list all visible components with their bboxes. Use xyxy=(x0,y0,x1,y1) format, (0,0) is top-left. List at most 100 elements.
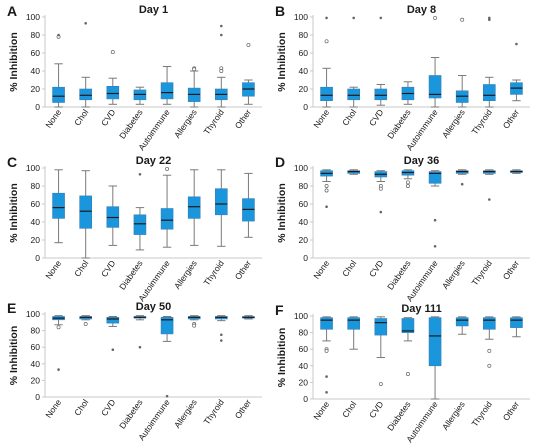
outlier-point xyxy=(83,322,88,326)
box-thyroid xyxy=(483,16,496,108)
iqr-box xyxy=(510,317,523,328)
extreme-point xyxy=(325,16,328,20)
extreme-point xyxy=(325,391,328,394)
outlier-point xyxy=(405,372,410,377)
y-tick-label: 20 xyxy=(299,377,309,387)
box-none xyxy=(320,316,333,394)
x-tick-label: Thyroid xyxy=(470,107,495,136)
x-tick-label: Chol xyxy=(340,258,358,278)
extreme-point xyxy=(379,210,383,214)
panel-title: Day 111 xyxy=(401,303,441,315)
extreme-point xyxy=(138,345,142,349)
box-other xyxy=(242,172,255,238)
y-tick-label: 20 xyxy=(31,235,41,245)
x-tick-label: None xyxy=(43,397,63,420)
outlier-point xyxy=(324,39,329,44)
x-tick-label: None xyxy=(311,258,331,281)
y-tick-label: 40 xyxy=(31,66,41,76)
box-thyroid xyxy=(483,169,496,201)
box-cvd xyxy=(106,185,120,246)
panel-b: B Day 8 % Inhibition 0 20 40 60 80 100 None Chol CV… xyxy=(275,3,530,152)
box-allergies xyxy=(187,169,201,246)
y-tick-label: 20 xyxy=(299,235,309,245)
box-allergies xyxy=(455,169,469,186)
y-tick-label: 100 xyxy=(26,309,40,319)
iqr-box xyxy=(52,192,65,219)
y-tick-label: 0 xyxy=(35,102,40,112)
extreme-point xyxy=(433,218,437,222)
extreme-point xyxy=(325,205,328,208)
box-none xyxy=(320,16,333,108)
outlier-point xyxy=(487,363,492,368)
x-tick-label: Allergies xyxy=(172,258,199,290)
y-tick-label: 0 xyxy=(35,392,40,402)
y-tick-label: 40 xyxy=(299,66,309,76)
panel-letter: C xyxy=(7,154,17,170)
x-tick-label: None xyxy=(311,399,331,422)
y-axis-label: % Inhibition xyxy=(276,183,288,243)
panel-letter: A xyxy=(7,3,17,19)
y-tick-label: 100 xyxy=(294,12,308,22)
panel-letter: D xyxy=(275,154,285,170)
extreme-point xyxy=(460,182,464,186)
box-none xyxy=(320,169,333,208)
x-tick-label: Thyroid xyxy=(202,258,227,287)
box-diabetes xyxy=(401,169,415,188)
extreme-point xyxy=(433,245,437,248)
box-chol xyxy=(347,169,360,175)
extreme-point xyxy=(488,198,491,201)
y-tick-label: 40 xyxy=(31,359,41,369)
x-tick-label: Thyroid xyxy=(202,397,227,426)
extreme-point xyxy=(352,16,355,20)
box-none xyxy=(52,169,65,244)
extreme-point xyxy=(84,22,87,25)
iqr-box xyxy=(187,196,201,219)
extreme-point xyxy=(220,24,223,28)
x-tick-label: CVD xyxy=(99,397,117,417)
panel-letter: F xyxy=(275,302,284,318)
y-tick-label: 60 xyxy=(299,48,309,58)
x-tick-label: Allergies xyxy=(172,397,199,429)
x-tick-label: None xyxy=(43,258,63,281)
y-tick-label: 60 xyxy=(299,199,309,209)
panel-d: D Day 36 % Inhibition 0 20 40 60 80 100 None Chol C… xyxy=(275,154,530,303)
iqr-box xyxy=(428,317,442,367)
panel-f: F Day 111 % Inhibition 0 20 40 60 80 100 None Chol… xyxy=(275,302,530,444)
box-cvd xyxy=(374,16,388,106)
iqr-box xyxy=(483,317,496,330)
box-chol xyxy=(79,170,92,259)
box-chol xyxy=(347,16,360,108)
box-chol xyxy=(79,315,92,326)
box-autoimmune xyxy=(428,15,442,108)
box-cvd xyxy=(374,316,388,387)
y-tick-label: 80 xyxy=(31,326,41,336)
box-autoimmune xyxy=(160,166,174,248)
x-tick-label: CVD xyxy=(367,107,385,127)
iqr-box xyxy=(374,88,388,101)
outlier-point xyxy=(219,69,224,73)
box-other xyxy=(242,315,255,320)
extreme-point xyxy=(379,16,383,20)
box-autoimmune xyxy=(428,170,442,248)
x-tick-label: Chol xyxy=(340,107,358,127)
panel-title: Day 1 xyxy=(139,4,168,16)
outlier-point xyxy=(324,348,329,353)
panel-title: Day 8 xyxy=(407,4,436,16)
extreme-point xyxy=(488,16,491,20)
y-axis-label: % Inhibition xyxy=(276,328,288,388)
panel-letter: B xyxy=(275,3,285,19)
y-axis-label: % Inhibition xyxy=(276,32,288,92)
outlier-point xyxy=(324,188,329,193)
y-tick-label: 100 xyxy=(26,163,40,173)
extreme-point xyxy=(138,173,142,176)
box-allergies xyxy=(187,66,201,108)
y-tick-label: 100 xyxy=(26,12,40,22)
iqr-box xyxy=(401,318,415,333)
box-autoimmune xyxy=(160,66,174,105)
x-tick-label: Diabetes xyxy=(385,107,412,140)
iqr-box xyxy=(347,317,360,330)
extreme-point xyxy=(488,18,491,22)
iqr-box xyxy=(133,214,147,235)
y-tick-label: 40 xyxy=(299,217,309,227)
y-axis-label: % Inhibition xyxy=(8,32,20,92)
